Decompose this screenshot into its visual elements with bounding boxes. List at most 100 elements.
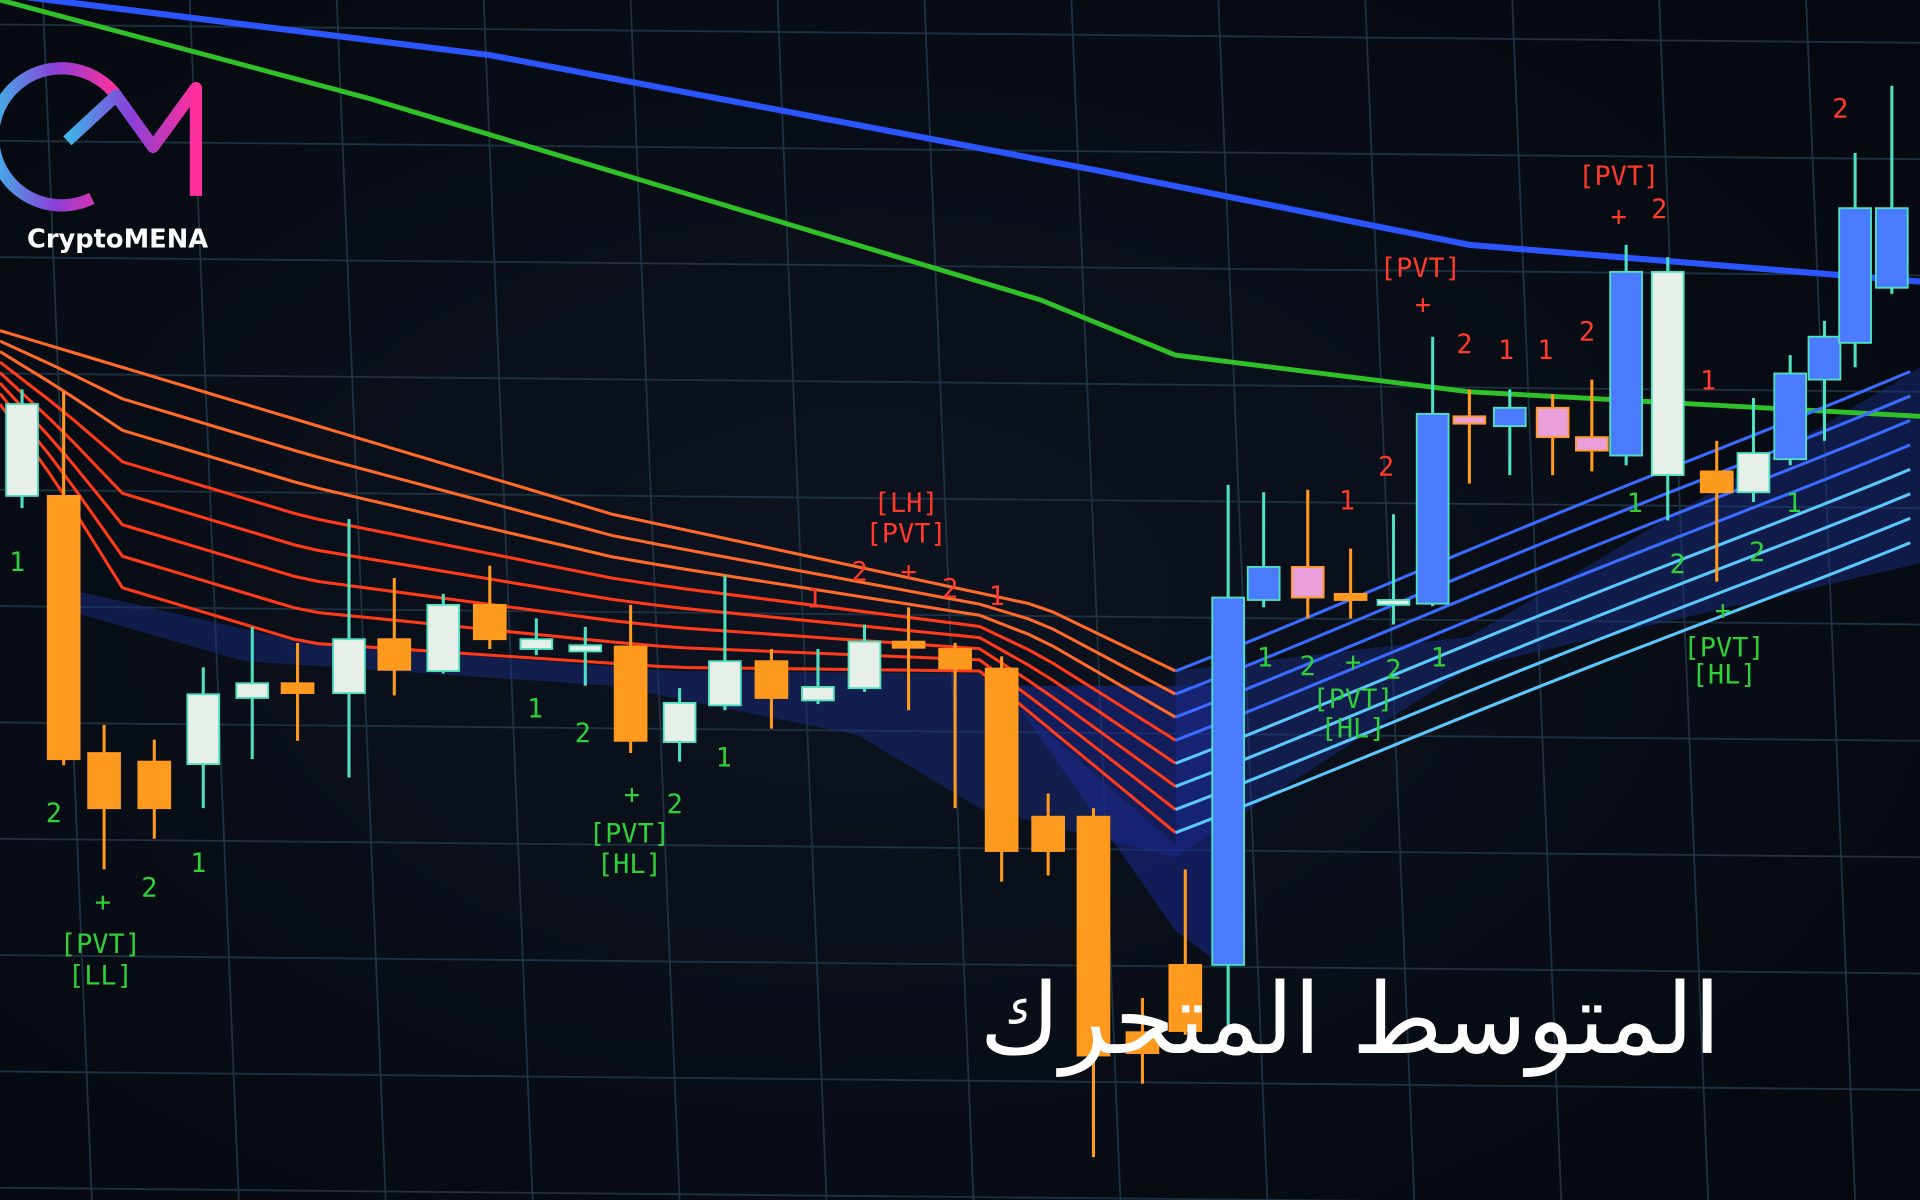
grid-line <box>188 0 240 1200</box>
grid-line <box>1805 0 1857 1200</box>
annotation: 2 <box>46 798 62 829</box>
annotation: 1 <box>1498 335 1514 366</box>
annotation: 1 <box>989 581 1005 612</box>
annotation: 1 <box>1537 335 1553 366</box>
annotation: [HL] <box>1692 659 1757 690</box>
candle-body <box>847 640 882 690</box>
grid-line <box>0 837 1920 859</box>
candle-body <box>1650 270 1685 477</box>
annotation: 2 <box>1579 317 1595 348</box>
candle-body <box>1211 596 1245 966</box>
annotation: 2 <box>575 718 591 749</box>
logo-m <box>63 82 203 196</box>
red-ma <box>0 371 1177 765</box>
annotation: 2 <box>141 872 157 903</box>
candle-body <box>332 638 366 694</box>
candle-body <box>938 648 972 670</box>
candle-body <box>1575 436 1609 452</box>
annotation: 2 <box>1300 651 1316 682</box>
candle-body <box>662 701 697 743</box>
annotation: 2 <box>1651 194 1667 225</box>
annotation: 1 <box>9 547 25 578</box>
candle-body <box>1168 963 1203 1032</box>
annotations: 12+ 21[PVT][LL]12+ 21[PVT][HL][LH][PVT]12 +… <box>9 94 1848 992</box>
annotation: 1 <box>527 694 543 725</box>
annotation: + <box>624 779 640 810</box>
annotation: 1 <box>1786 488 1802 519</box>
candle-body <box>137 760 172 810</box>
candle-body <box>280 682 315 694</box>
red-ma <box>0 382 1177 788</box>
annotation: 1 <box>716 743 732 774</box>
grid-line <box>1511 0 1563 1200</box>
annotation: 1 <box>190 848 206 879</box>
annotation: 1 <box>1339 486 1355 517</box>
red-ma <box>0 360 1177 742</box>
annotation: [PVT] <box>866 519 947 550</box>
annotation: 2 <box>1456 329 1472 360</box>
annotation: + <box>1715 596 1731 627</box>
candle-body <box>1452 415 1487 425</box>
logo: CryptoMENA <box>0 62 208 254</box>
candle-body <box>1125 1031 1160 1054</box>
grid-line <box>0 256 1920 277</box>
candle-body <box>1699 470 1734 494</box>
candle-body <box>1333 592 1368 601</box>
annotation: 1 <box>1431 642 1447 673</box>
annotation: 2 <box>942 574 958 605</box>
annotation: + <box>1611 201 1627 232</box>
grid-line <box>0 1070 1920 1091</box>
red-ma <box>0 339 1177 696</box>
annotation: [PVT] <box>589 819 670 850</box>
candle-body <box>87 752 121 810</box>
blue-ma <box>1174 418 1911 719</box>
grid-line <box>0 23 1920 44</box>
red-ma <box>0 403 1177 834</box>
candle-body <box>754 660 789 699</box>
candle-body <box>46 495 81 761</box>
annotation: + <box>1415 290 1431 321</box>
annotation: 2 <box>1385 655 1401 686</box>
annotation: [PVT] <box>1684 632 1765 663</box>
grid-line <box>0 488 1920 510</box>
blue-ma <box>1174 516 1911 811</box>
candle-body <box>568 644 603 653</box>
grid-line <box>0 372 1920 393</box>
candle-body <box>1838 207 1872 344</box>
candle-body <box>5 403 39 497</box>
candle-body <box>1807 335 1842 381</box>
candle-body <box>235 682 270 699</box>
annotation: [LL] <box>68 961 133 992</box>
annotation: + <box>900 557 916 588</box>
red-ma <box>0 329 1177 673</box>
candle-body <box>377 638 412 671</box>
grid-line <box>482 0 534 1200</box>
candle-body <box>186 693 221 766</box>
annotation: [PVT] <box>60 929 141 960</box>
candle-body <box>472 603 507 641</box>
annotation: 1 <box>806 584 822 615</box>
candle-body <box>891 640 926 649</box>
annotation: 2 <box>1832 94 1848 125</box>
candle-body <box>426 603 461 672</box>
grid-line <box>0 139 1920 161</box>
grid-line <box>335 0 387 1200</box>
annotation: 1 <box>1627 488 1643 519</box>
annotation: + <box>95 887 111 918</box>
annotation: [PVT] <box>1578 161 1659 192</box>
candle-body <box>1376 599 1411 606</box>
candle-body <box>708 660 742 707</box>
candle-body <box>1290 566 1325 599</box>
annotation: [LH] <box>874 488 939 519</box>
blue-ma <box>1174 492 1911 788</box>
blue-ma <box>1174 443 1911 742</box>
candle-body <box>1773 372 1808 461</box>
logo-c <box>0 62 122 212</box>
candle-body <box>1609 270 1643 457</box>
grid-line <box>0 954 1920 975</box>
candle-body <box>984 667 1019 852</box>
grid-line <box>0 605 1920 626</box>
candle-body <box>801 686 835 702</box>
candles <box>5 85 1909 1158</box>
